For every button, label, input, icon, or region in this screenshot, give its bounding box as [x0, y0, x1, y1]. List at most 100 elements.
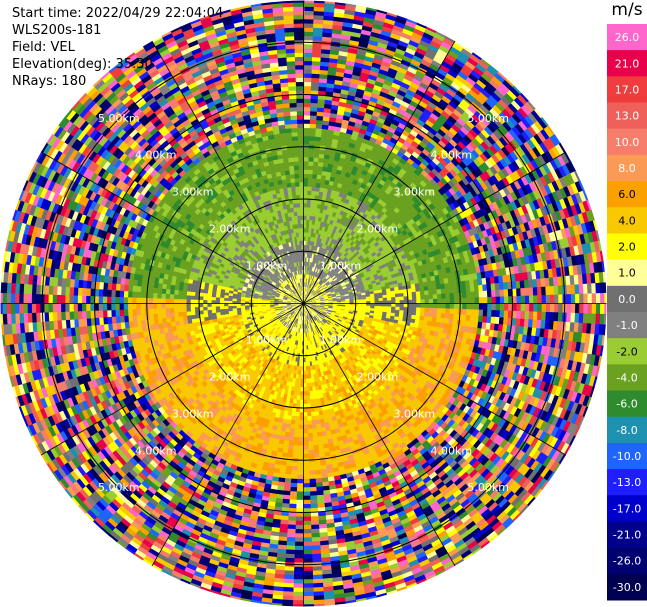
velocity-cell — [380, 141, 389, 149]
velocity-cell — [393, 51, 405, 60]
velocity-cell — [368, 39, 380, 47]
velocity-cell — [511, 138, 521, 150]
velocity-cell — [319, 183, 325, 189]
velocity-cell — [311, 81, 320, 87]
velocity-cell — [343, 251, 349, 257]
velocity-cell — [334, 126, 342, 132]
velocity-cell — [303, 173, 309, 179]
velocity-cell — [333, 271, 339, 276]
velocity-cell — [323, 262, 327, 268]
velocity-cell — [507, 163, 517, 174]
velocity-cell — [327, 260, 332, 266]
velocity-cell — [329, 280, 335, 284]
velocity-cell — [321, 261, 326, 267]
velocity-cell — [397, 136, 407, 145]
velocity-cell — [441, 303, 447, 309]
velocity-cell — [512, 170, 522, 181]
velocity-cell — [323, 187, 329, 194]
velocity-cell — [407, 66, 418, 75]
velocity-cell — [313, 292, 318, 296]
velocity-cell — [312, 280, 315, 285]
velocity-cell — [407, 295, 413, 301]
velocity-cell — [311, 64, 321, 71]
velocity-cell — [399, 118, 409, 127]
velocity-cell — [322, 284, 327, 289]
velocity-cell — [355, 265, 361, 271]
velocity-cell — [530, 136, 540, 148]
velocity-cell — [334, 79, 344, 86]
velocity-cell — [393, 20, 406, 29]
velocity-cell — [449, 298, 455, 304]
velocity-cell — [313, 286, 317, 291]
velocity-cell — [478, 303, 484, 311]
velocity-cell — [315, 282, 319, 287]
velocity-cell — [326, 270, 331, 275]
velocity-cell — [304, 290, 306, 296]
velocity-cell — [333, 264, 338, 270]
velocity-cell — [504, 303, 509, 312]
velocity-cell — [360, 29, 373, 36]
velocity-cell — [303, 2, 315, 7]
velocity-cell — [313, 286, 318, 291]
velocity-cell — [517, 133, 528, 145]
velocity-cell — [305, 269, 308, 275]
velocity-cell — [307, 244, 310, 250]
velocity-cell — [465, 215, 474, 224]
velocity-cell — [316, 174, 322, 180]
velocity-cell — [462, 111, 473, 121]
velocity-cell — [424, 28, 437, 38]
velocity-cell — [401, 129, 411, 138]
velocity-cell — [505, 118, 516, 130]
velocity-cell — [323, 285, 328, 289]
velocity-cell — [308, 287, 312, 293]
velocity-cell — [419, 162, 428, 171]
velocity-cell — [443, 107, 454, 117]
velocity-cell — [471, 149, 481, 159]
velocity-cell — [503, 155, 513, 167]
velocity-cell — [437, 67, 449, 77]
velocity-cell — [453, 155, 463, 165]
velocity-cell — [443, 144, 453, 154]
velocity-cell — [480, 58, 491, 67]
velocity-cell — [326, 265, 331, 270]
velocity-cell — [393, 115, 403, 123]
velocity-cell — [491, 303, 497, 311]
velocity-cell — [307, 173, 313, 179]
velocity-cell — [303, 31, 314, 37]
velocity-cell — [477, 143, 487, 154]
velocity-cell — [363, 134, 372, 141]
velocity-cell — [319, 149, 326, 155]
velocity-cell — [312, 236, 316, 242]
velocity-cell — [318, 238, 323, 244]
velocity-cell — [362, 269, 368, 275]
velocity-cell — [377, 41, 389, 50]
velocity-cell — [305, 252, 308, 258]
velocity-cell — [498, 179, 507, 190]
velocity-cell — [425, 26, 437, 34]
velocity-cell — [335, 255, 340, 261]
velocity-cell — [441, 166, 451, 176]
velocity-cell — [566, 303, 572, 314]
velocity-cell — [320, 136, 328, 143]
velocity-cell — [458, 179, 467, 189]
velocity-cell — [305, 296, 309, 301]
velocity-cell — [317, 290, 322, 295]
velocity-cell — [317, 220, 322, 226]
velocity-cell — [473, 82, 485, 93]
velocity-cell — [315, 123, 323, 129]
velocity-cell — [404, 92, 415, 101]
velocity-cell — [437, 161, 446, 171]
velocity-cell — [579, 293, 584, 305]
velocity-cell — [436, 117, 446, 126]
velocity-cell — [437, 128, 447, 138]
velocity-cell — [415, 89, 426, 98]
velocity-cell — [336, 231, 342, 238]
velocity-cell — [526, 161, 536, 173]
velocity-cell — [435, 52, 447, 62]
velocity-cell — [332, 284, 338, 288]
velocity-cell — [329, 176, 336, 182]
velocity-cell — [308, 261, 311, 267]
velocity-cell — [310, 202, 315, 208]
velocity-cell — [471, 137, 482, 148]
velocity-cell — [314, 276, 318, 282]
